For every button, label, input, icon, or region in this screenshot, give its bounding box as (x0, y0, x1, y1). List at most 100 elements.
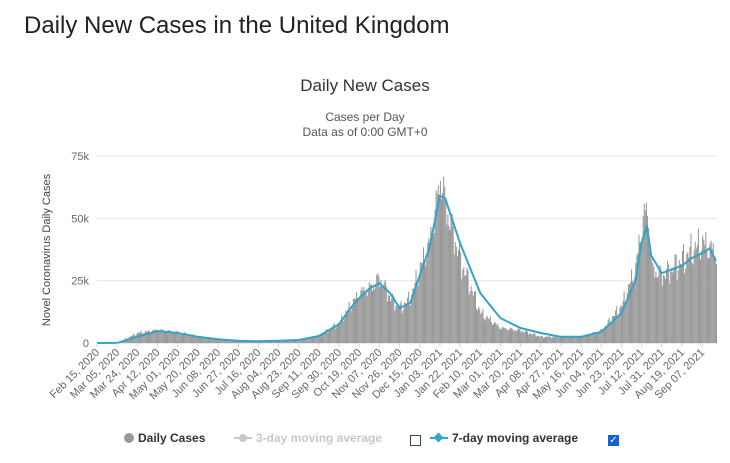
bar (525, 330, 527, 343)
bar (543, 337, 546, 343)
bar (643, 203, 645, 343)
bar (294, 339, 296, 343)
bar (535, 336, 537, 343)
bar (683, 244, 685, 343)
bar (692, 264, 694, 343)
bar (661, 285, 663, 343)
y-tick-label: 75k (71, 151, 89, 163)
bar (152, 330, 154, 343)
bar (583, 336, 585, 343)
bar (557, 337, 559, 343)
bar (551, 337, 553, 343)
bar (536, 336, 538, 343)
bar (127, 338, 129, 343)
bar (629, 282, 632, 343)
bar (155, 329, 157, 343)
bar (343, 320, 345, 343)
bar (295, 340, 297, 343)
seven-day-average-checkbox[interactable]: ✓ (608, 435, 619, 446)
bar (144, 331, 146, 343)
bar (567, 337, 569, 343)
bar (158, 331, 160, 343)
bar (277, 340, 279, 343)
bar (541, 335, 543, 343)
bar (278, 340, 280, 343)
y-tick-label: 25k (71, 276, 89, 288)
bar (235, 340, 237, 343)
bar (628, 284, 630, 343)
bar (322, 333, 324, 343)
bar (640, 241, 642, 343)
bar (204, 337, 206, 343)
bar (685, 268, 687, 343)
bar (214, 338, 216, 343)
bar (194, 336, 196, 343)
bar (502, 326, 504, 343)
bar (608, 317, 610, 343)
bar (205, 337, 207, 343)
bar (190, 335, 192, 343)
bar (530, 333, 532, 343)
bar (348, 301, 350, 343)
bar (364, 293, 366, 343)
bar (489, 316, 491, 343)
bar (291, 340, 293, 343)
bar (401, 312, 403, 343)
bar (713, 255, 715, 343)
bar (531, 334, 533, 343)
bar (512, 328, 514, 343)
bar (240, 341, 242, 343)
bar (435, 190, 437, 343)
bar (491, 324, 493, 343)
bar (485, 317, 487, 343)
three-day-average-checkbox[interactable] (410, 435, 421, 446)
bar (704, 244, 706, 343)
bar (505, 329, 507, 343)
bar (299, 340, 301, 343)
seven-day-line-marker-icon (430, 432, 448, 443)
bar (645, 202, 647, 343)
bar (353, 298, 355, 343)
bar (705, 232, 707, 343)
bar (528, 334, 530, 343)
bar (626, 292, 628, 343)
bar (703, 239, 705, 343)
legend-item-3-day-average[interactable]: 3-day moving average (234, 431, 382, 445)
bar (514, 329, 516, 343)
bar (249, 341, 251, 343)
bar (186, 336, 188, 343)
bar (228, 340, 230, 343)
bar (614, 315, 616, 343)
bar (550, 337, 552, 343)
bar (384, 279, 386, 343)
bar (498, 327, 500, 343)
bar (619, 307, 621, 343)
bar (625, 301, 627, 343)
bar (297, 340, 299, 343)
bar (208, 338, 210, 343)
bar (664, 278, 667, 343)
bar (391, 298, 393, 343)
bar (586, 334, 588, 343)
bar (598, 332, 600, 343)
bar (667, 260, 669, 343)
page-title: Daily New Cases in the United Kingdom (24, 12, 450, 39)
bar (715, 263, 717, 343)
legend-item-7-day-average[interactable]: 7-day moving average (430, 431, 578, 445)
bar (592, 331, 594, 343)
legend-label-daily-cases: Daily Cases (138, 431, 206, 445)
bar (203, 337, 205, 343)
bar (321, 334, 323, 343)
bar (379, 286, 381, 343)
bar (404, 302, 406, 343)
bar (425, 265, 427, 343)
bar (171, 333, 173, 343)
bar (507, 330, 509, 343)
bar-series-daily-cases (98, 176, 717, 343)
bar (224, 340, 226, 343)
bar (487, 318, 489, 343)
bar (622, 300, 624, 343)
legend-item-daily-cases[interactable]: Daily Cases (124, 431, 205, 445)
bar (238, 341, 240, 343)
